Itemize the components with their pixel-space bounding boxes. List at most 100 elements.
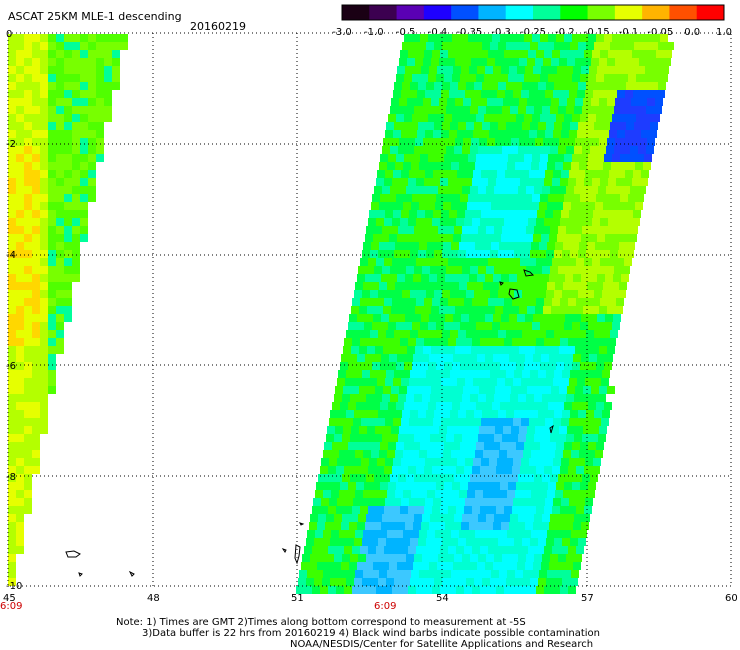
swath-cell [419,530,427,538]
swath-cell [296,586,304,594]
swath-cell [516,114,524,122]
swath-cell [607,306,615,314]
swath-cell [389,274,397,282]
swath-cell [24,370,32,378]
swath-cell [498,290,506,298]
swath-cell [355,450,363,458]
swath-cell [543,98,551,106]
swath-cell [588,322,596,330]
swath-cell [525,354,533,362]
swath-cell [398,226,406,234]
swath-cell [384,586,392,594]
swath-cell [434,250,442,258]
swath-cell [400,546,408,554]
swath-cell [629,66,637,74]
swath-cell [473,458,481,466]
swath-cell [344,338,352,346]
swath-cell [56,122,64,130]
swath-cell [365,354,373,362]
swath-cell [409,130,417,138]
swath-cell [388,402,396,410]
swath-cell [510,186,518,194]
swath-cell [519,346,527,354]
swath-cell [330,410,338,418]
swath-cell [524,194,532,202]
swath-cell [72,154,80,162]
swath-cell [420,194,428,202]
swath-cell [494,394,502,402]
swath-cell [409,458,417,466]
swath-cell [471,306,479,314]
swath-cell [500,34,508,42]
swath-cell [321,458,329,466]
swath-cell [350,554,358,562]
swath-cell [467,242,475,250]
swath-cell [449,90,457,98]
swath-cell [307,570,315,578]
swath-cell [563,450,571,458]
swath-cell [403,490,411,498]
swath-cell [506,122,514,130]
swath-cell [527,386,535,394]
swath-cell [603,242,611,250]
swath-cell [433,170,441,178]
swath-cell [24,98,32,106]
swath-cell [553,378,561,386]
swath-cell [519,98,527,106]
swath-cell [56,210,64,218]
swath-cell [528,466,536,474]
swath-cell [366,266,374,274]
swath-cell [16,410,24,418]
swath-cell [462,554,470,562]
swath-cell [523,282,531,290]
swath-cell [565,522,573,530]
swath-cell [435,450,443,458]
swath-cell [630,146,638,154]
swath-cell [430,554,438,562]
swath-cell [48,58,56,66]
swath-cell [383,306,391,314]
swath-cell [450,370,458,378]
swath-cell [112,74,120,82]
swath-cell [578,410,586,418]
swath-cell [487,386,495,394]
swath-cell [392,586,400,594]
swath-cell [485,234,493,242]
swath-cell [371,242,379,250]
swath-cell [407,386,415,394]
swath-cell [461,522,469,530]
swath-cell [432,586,440,594]
swath-cell [24,418,32,426]
swath-cell [48,178,56,186]
swath-cell [410,370,418,378]
swath-cell [599,346,607,354]
swath-cell [409,170,417,178]
swath-cell [488,586,496,594]
swath-cell [556,442,564,450]
swath-cell [16,234,24,242]
swath-cell [348,482,356,490]
swath-cell [664,50,672,58]
swath-cell [472,258,480,266]
swath-cell [16,458,24,466]
swath-cell [563,282,571,290]
swath-cell [416,506,424,514]
swath-cell [64,122,72,130]
swath-cell [363,242,371,250]
swath-cell [444,114,452,122]
swath-cell [522,410,530,418]
swath-cell [499,570,507,578]
swath-cell [443,570,451,578]
swath-cell [642,42,650,50]
swath-cell [551,98,559,106]
swath-cell [452,154,460,162]
swath-cell [450,538,458,546]
swath-cell [374,514,382,522]
swath-cell [112,82,120,90]
swath-cell [32,178,40,186]
swath-cell [442,330,450,338]
swath-cell [599,386,607,394]
swath-cell [506,538,514,546]
swath-cell [577,130,585,138]
swath-cell [525,274,533,282]
